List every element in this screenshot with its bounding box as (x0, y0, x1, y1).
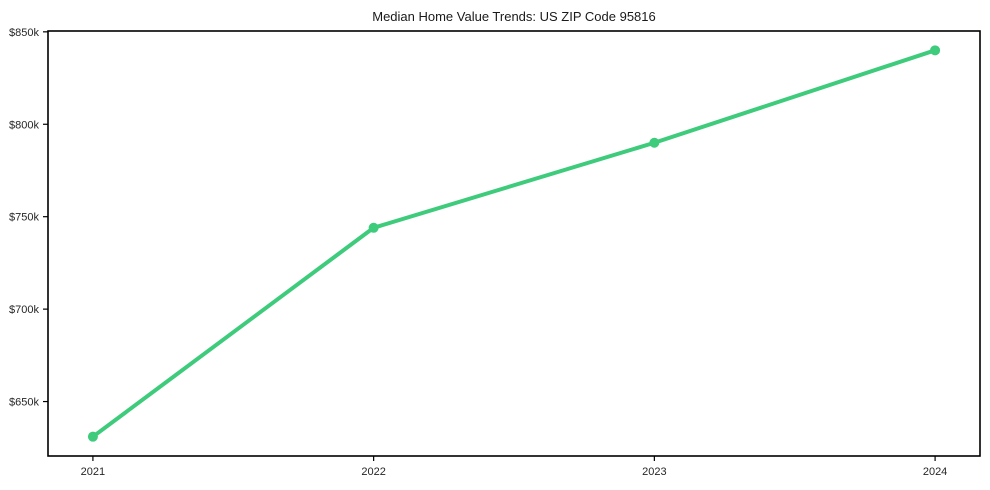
plot-border (47, 30, 981, 457)
y-tick-label: $650k (9, 397, 39, 409)
x-tick-label: 2023 (642, 466, 666, 478)
y-tick-label: $850k (9, 27, 39, 39)
data-point (649, 137, 660, 148)
y-tick-label: $700k (9, 304, 39, 316)
x-tick-label: 2021 (81, 466, 105, 478)
trend-line (90, 48, 938, 439)
plot-area: $650k $700k $750k $800k $850k 2021 2022 2023 202… (9, 27, 981, 478)
y-tick-label: $800k (9, 119, 39, 131)
chart-title: Median Home Value Trends: US ZIP Code 95… (372, 9, 656, 24)
x-tick-label: 2022 (361, 466, 385, 478)
data-point (930, 45, 941, 56)
x-tick-label: 2024 (923, 466, 947, 478)
data-point (368, 222, 379, 233)
data-point (87, 431, 98, 442)
y-tick-label: $750k (9, 212, 39, 224)
